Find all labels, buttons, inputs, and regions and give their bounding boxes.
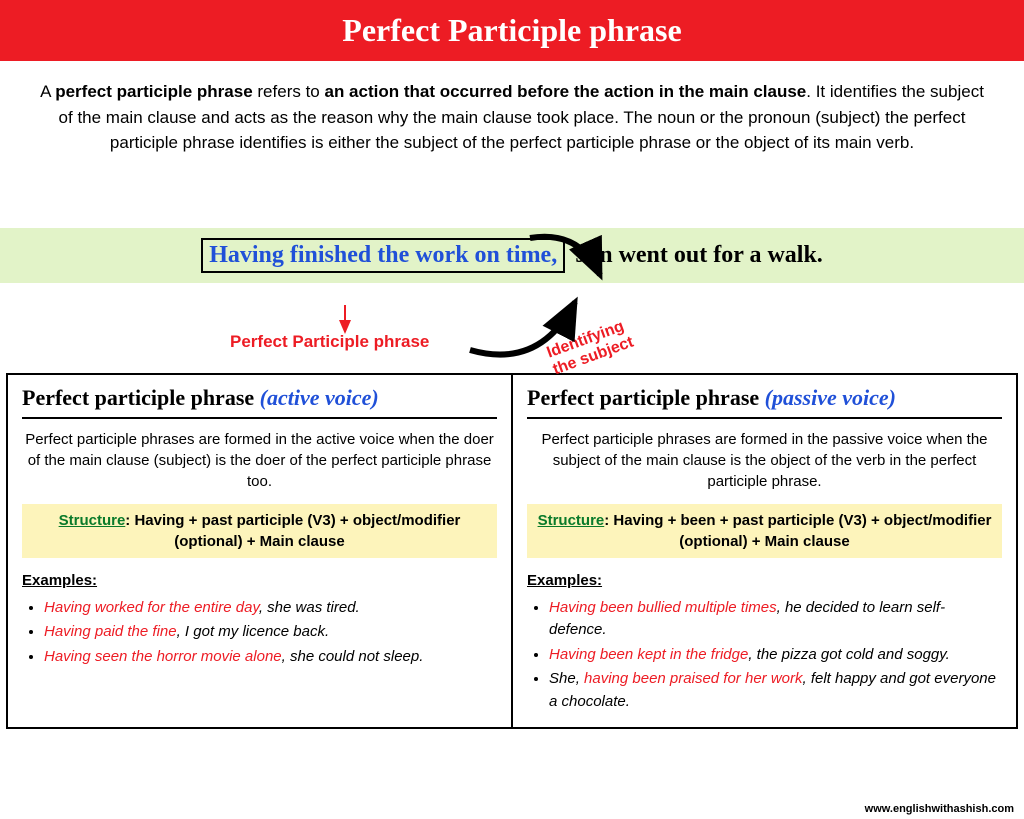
- list-item: Having paid the fine, I got my licence b…: [44, 621, 497, 644]
- example-rest-text: , she could not sleep.: [282, 648, 424, 665]
- passive-structure: : Having + been + past participle (V3) +…: [604, 512, 991, 550]
- list-item: Having seen the horror movie alone, she …: [44, 646, 497, 669]
- example-pre: She,: [549, 670, 584, 687]
- active-structure-box: Structure: Having + past participle (V3)…: [22, 504, 497, 558]
- example-rest-text: , I got my licence back.: [177, 623, 330, 640]
- column-passive: Perfect participle phrase (passive voice…: [513, 375, 1016, 728]
- passive-examples-label: Examples:: [527, 572, 1002, 589]
- passive-title-prefix: Perfect participle phrase: [527, 385, 765, 410]
- example-red: Having paid the fine: [44, 623, 177, 640]
- label-identifying-subject: Identifying the subject: [545, 317, 636, 379]
- intro-prefix: A: [40, 82, 55, 101]
- example-rest-text: , the pizza got cold and soggy.: [748, 646, 950, 663]
- example-red: Having worked for the entire day: [44, 599, 259, 616]
- page-title: Perfect Participle phrase: [342, 12, 681, 48]
- passive-desc: Perfect participle phrases are formed in…: [527, 429, 1002, 492]
- example-rest: Jon went out for a walk.: [575, 242, 823, 269]
- columns-table: Perfect participle phrase (active voice)…: [6, 373, 1018, 730]
- active-title-prefix: Perfect participle phrase: [22, 385, 260, 410]
- example-red: Having been bullied multiple times: [549, 599, 777, 616]
- active-desc: Perfect participle phrases are formed in…: [22, 429, 497, 492]
- intro-mid1: refers to: [253, 82, 325, 101]
- footer-url: www.englishwithashish.com: [865, 803, 1014, 815]
- example-red: having been praised for her work: [584, 670, 802, 687]
- example-sentence: Having finished the work on time, Jon we…: [201, 242, 823, 268]
- passive-example-list: Having been bullied multiple times, he d…: [527, 597, 1002, 714]
- active-structure-label: Structure: [59, 512, 126, 529]
- list-item: Having worked for the entire day, she wa…: [44, 597, 497, 620]
- passive-structure-box: Structure: Having + been + past particip…: [527, 504, 1002, 558]
- active-example-list: Having worked for the entire day, she wa…: [22, 597, 497, 669]
- active-voice-label: (active voice): [260, 385, 379, 410]
- example-red: Having been kept in the fridge: [549, 646, 748, 663]
- passive-structure-label: Structure: [538, 512, 605, 529]
- label-perfect-participle-phrase: Perfect Participle phrase: [230, 332, 429, 352]
- example-red: Having seen the horror movie alone: [44, 648, 282, 665]
- header-banner: Perfect Participle phrase: [0, 0, 1024, 61]
- passive-voice-label: (passive voice): [765, 385, 896, 410]
- list-item: Having been kept in the fridge, the pizz…: [549, 644, 1002, 667]
- example-band: Having finished the work on time, Jon we…: [0, 228, 1024, 283]
- active-structure: : Having + past participle (V3) + object…: [125, 512, 460, 550]
- example-rest-text: , she was tired.: [259, 599, 360, 616]
- list-item: Having been bullied multiple times, he d…: [549, 597, 1002, 642]
- active-title: Perfect participle phrase (active voice): [22, 385, 497, 419]
- intro-bold1: perfect participle phrase: [55, 82, 252, 101]
- passive-title: Perfect participle phrase (passive voice…: [527, 385, 1002, 419]
- list-item: She, having been praised for her work, f…: [549, 668, 1002, 713]
- intro-bold2: an action that occurred before the actio…: [324, 82, 806, 101]
- active-examples-label: Examples:: [22, 572, 497, 589]
- column-active: Perfect participle phrase (active voice)…: [8, 375, 513, 728]
- intro-paragraph: A perfect participle phrase refers to an…: [0, 61, 1024, 166]
- boxed-phrase: Having finished the work on time,: [201, 238, 565, 273]
